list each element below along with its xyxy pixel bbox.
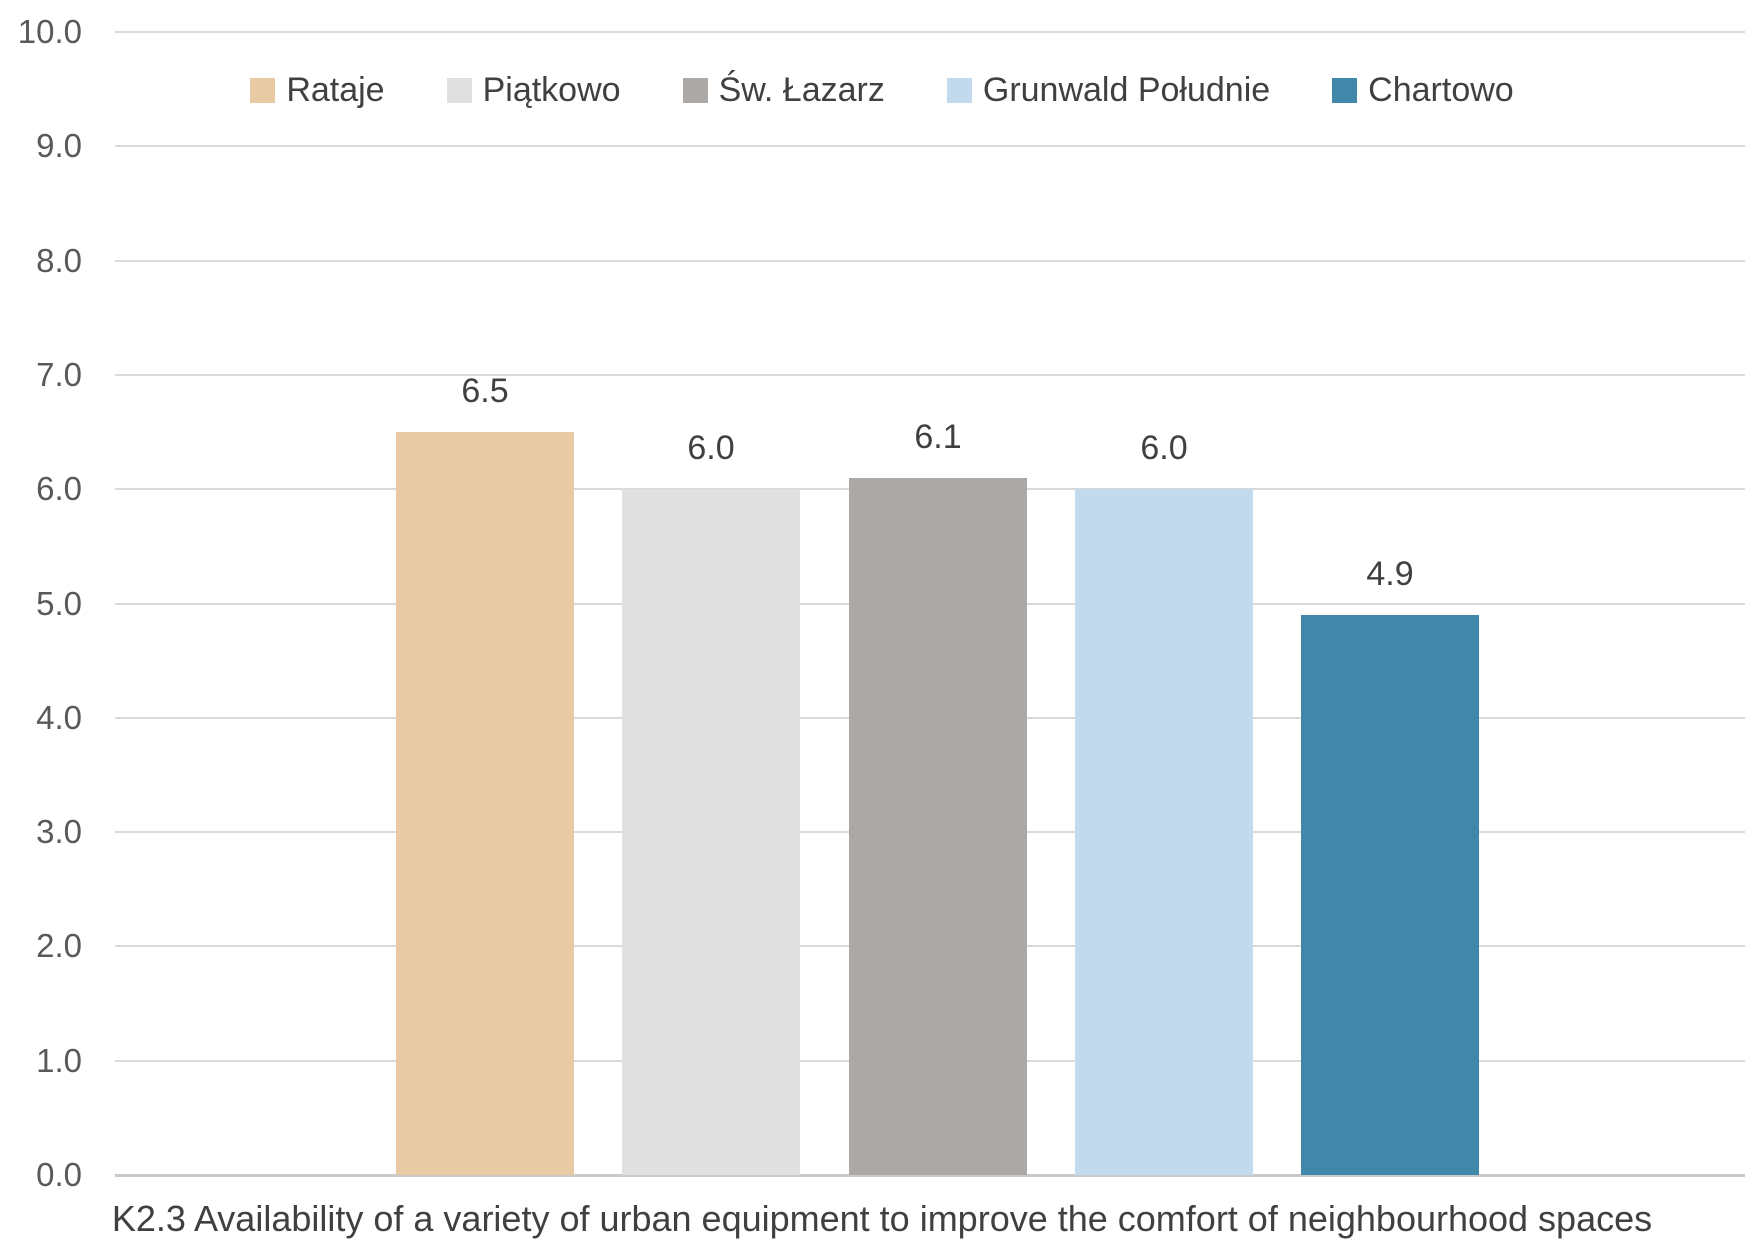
bar-value-label: 6.0	[1140, 429, 1188, 467]
bar-5	[1301, 615, 1479, 1175]
chart-title: K2.3 Availability of a variety of urban …	[111, 1198, 1653, 1239]
y-axis-tick-label: 0.0	[36, 1156, 82, 1193]
legend-item: Rataje	[250, 70, 385, 110]
bar-1	[396, 432, 574, 1175]
legend-label: Grunwald Południe	[982, 70, 1271, 109]
legend-label: Chartowo	[1368, 70, 1514, 109]
legend-label: Piątkowo	[482, 70, 621, 109]
bar-2	[622, 489, 800, 1175]
bar-value-label: 4.9	[1366, 555, 1414, 593]
legend-swatch-icon	[446, 77, 472, 103]
legend-item: Św. Łazarz	[682, 70, 885, 110]
gridline	[115, 31, 1745, 33]
y-axis-tick-label: 9.0	[36, 127, 82, 165]
chart-legend: Rataje Piątkowo Św. Łazarz Grunwald Południ…	[0, 68, 1764, 112]
gridline	[115, 259, 1745, 262]
y-axis-tick-label: 6.0	[36, 470, 82, 508]
y-axis-tick-label: 2.0	[36, 927, 82, 965]
bar-3	[849, 478, 1027, 1175]
gridline	[115, 373, 1745, 376]
y-axis-tick-label: 1.0	[36, 1041, 82, 1079]
gridline	[115, 145, 1745, 148]
legend-item: Grunwald Południe	[946, 70, 1271, 110]
y-axis-tick-label: 5.0	[36, 584, 82, 622]
legend-swatch-icon	[682, 77, 708, 103]
legend-swatch-icon	[946, 77, 972, 103]
bar-value-label: 6.1	[914, 418, 962, 456]
legend-label: Rataje	[286, 70, 385, 109]
bar-value-label: 6.0	[687, 429, 735, 467]
y-axis-tick-label: 10.0	[17, 13, 82, 50]
bar-4	[1075, 489, 1253, 1175]
legend-swatch-icon	[250, 77, 276, 103]
y-axis-tick-label: 8.0	[36, 241, 82, 279]
legend-item: Piątkowo	[446, 70, 621, 110]
legend-swatch-icon	[1332, 77, 1358, 103]
y-axis-tick-label: 4.0	[36, 698, 82, 736]
y-axis-tick-label: 3.0	[36, 813, 82, 851]
y-axis-tick-label: 7.0	[36, 355, 82, 393]
legend-item: Chartowo	[1332, 71, 1514, 110]
legend-label: Św. Łazarz	[718, 70, 885, 109]
bar-value-label: 6.5	[461, 372, 509, 410]
